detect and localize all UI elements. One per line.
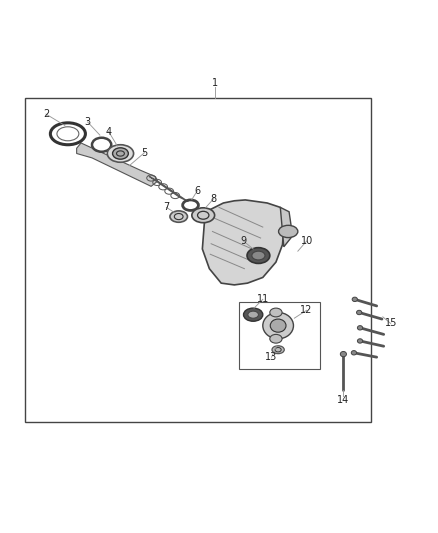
Text: 8: 8 [211,193,217,204]
Text: 2: 2 [43,109,49,119]
Ellipse shape [352,297,357,302]
Bar [239,302,320,369]
Text: 9: 9 [240,236,247,246]
Ellipse shape [270,334,282,343]
Ellipse shape [248,311,258,318]
Ellipse shape [113,148,128,159]
Polygon shape [202,200,285,285]
Ellipse shape [247,248,270,263]
Text: 1: 1 [212,77,218,87]
Ellipse shape [357,310,362,314]
Text: 14: 14 [337,395,350,405]
Ellipse shape [270,308,282,317]
Ellipse shape [263,312,293,339]
Polygon shape [77,143,158,187]
Ellipse shape [252,251,265,260]
Polygon shape [149,176,188,201]
Bar [25,98,371,422]
Ellipse shape [340,351,346,357]
Text: 13: 13 [265,352,278,362]
Ellipse shape [270,319,286,332]
Text: 15: 15 [385,318,397,328]
Text: 12: 12 [300,305,313,316]
Ellipse shape [192,208,215,223]
Ellipse shape [357,339,363,343]
Ellipse shape [244,308,263,321]
Text: 10: 10 [300,236,313,246]
Ellipse shape [357,326,363,330]
Text: 3: 3 [85,117,91,127]
Text: 6: 6 [194,186,200,196]
Text: 5: 5 [141,148,148,158]
Ellipse shape [170,211,187,222]
Ellipse shape [107,145,134,162]
Polygon shape [280,207,293,247]
Text: 7: 7 [163,203,170,212]
Text: 11: 11 [257,294,269,304]
Ellipse shape [351,351,357,355]
Ellipse shape [279,225,298,238]
Ellipse shape [272,346,284,354]
Text: 4: 4 [106,127,112,136]
